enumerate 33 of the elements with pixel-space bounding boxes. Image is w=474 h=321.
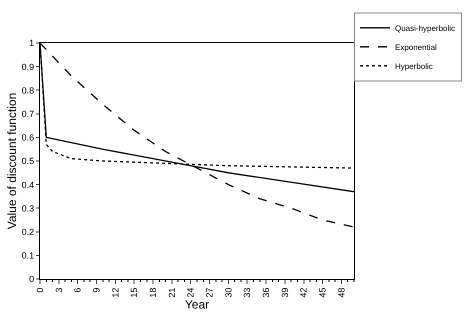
y-tick-label: 0.2 [22,226,34,237]
y-tick-label: 1 [29,38,34,48]
y-tick-label: 0.4 [22,180,34,190]
y-tick-label: 0.8 [22,85,34,96]
x-tick-label: 0 [34,288,45,293]
y-tick-label: 0.9 [22,62,34,72]
x-tick-label: 21 [166,288,177,298]
x-tick-label: 6 [72,288,83,293]
legend-label: Hyperbolic [395,62,433,71]
legend-label: Exponential [395,42,438,52]
x-axis-title: Year [184,298,210,312]
y-tick-label: 0.7 [22,108,34,119]
x-tick-label: 3 [54,288,64,293]
x-tick-label: 27 [204,288,214,298]
y-tick-label: 0.3 [22,203,34,214]
x-tick-label: 24 [186,288,196,298]
y-axis-title: Value of discount function [4,92,19,230]
y-tick-label: 0.6 [22,132,34,143]
x-tick-label: 48 [336,288,346,298]
x-tick-label: 30 [223,288,234,298]
x-tick-label: 36 [261,288,272,298]
x-tick-label: 12 [110,288,120,298]
x-tick-label: 9 [91,288,102,293]
x-tick-label: 33 [242,288,252,298]
x-tick-label: 39 [280,288,290,298]
x-tick-label: 18 [148,288,158,298]
legend-label: Quasi-hyperbolic [395,24,456,33]
y-tick-label: 0.1 [22,250,34,261]
y-tick-label: 0 [29,274,34,284]
x-tick-label: 45 [318,288,328,298]
y-tick-label: 0.5 [22,156,34,166]
x-tick-label: 15 [129,288,140,298]
x-tick-label: 42 [298,288,309,298]
